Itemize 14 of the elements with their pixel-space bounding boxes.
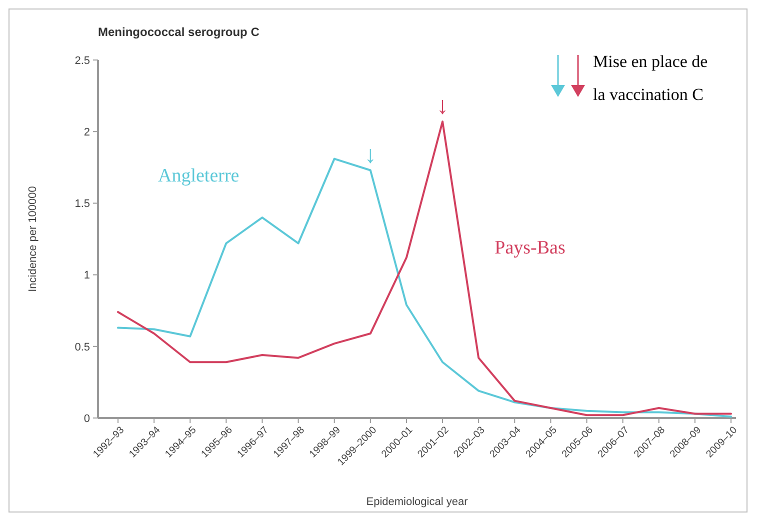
y-axis-title: Incidence per 100000	[27, 186, 39, 292]
annotation: ↓	[436, 92, 449, 120]
y-tick-label: 1	[84, 270, 90, 282]
annotation: Mise en place de la vaccination C	[593, 52, 708, 104]
annotation: ↓	[364, 141, 376, 168]
y-tick-label: 2.5	[74, 54, 90, 67]
y-tick-label: 2	[84, 126, 90, 138]
x-axis-title: Epidemiological year	[366, 496, 468, 508]
series-label: Pays-Bas	[494, 237, 566, 258]
chart-title: Meningococcal serogroup C	[98, 25, 260, 39]
text: Angleterre	[158, 166, 240, 187]
y-tick-label: 0.5	[74, 341, 90, 354]
y-tick-label: 0	[84, 412, 90, 425]
y-tick-label: 1.5	[74, 198, 90, 210]
